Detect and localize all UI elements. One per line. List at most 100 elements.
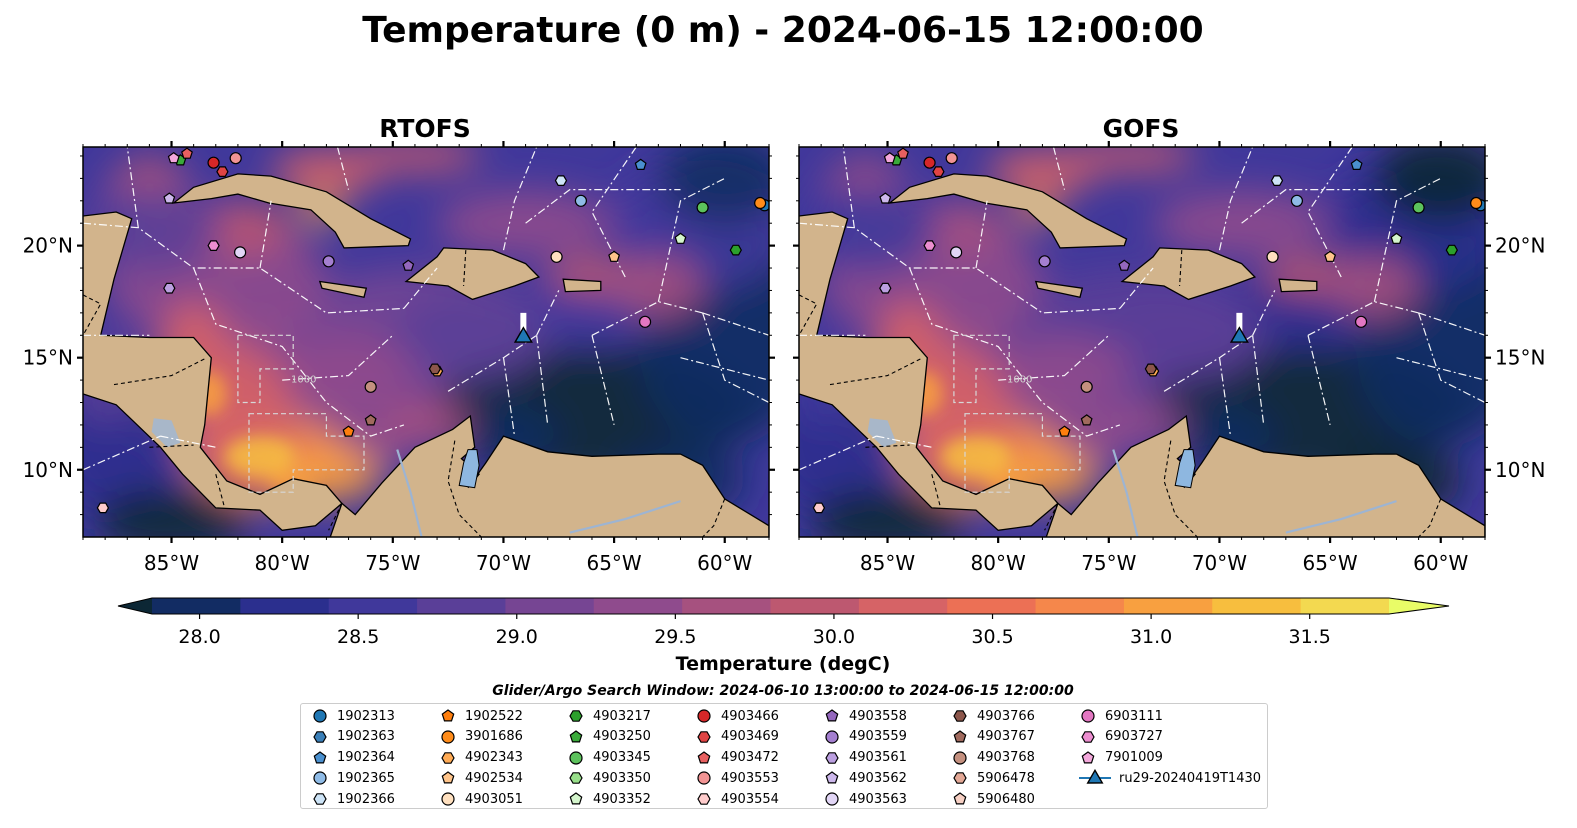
legend-label: 4903767 [977, 729, 1035, 745]
legend-item: 4903472 [695, 748, 779, 768]
legend-label: 1902313 [337, 708, 395, 724]
float-marker [342, 425, 355, 437]
legend-item: 7901009 [1079, 748, 1163, 768]
legend-marker-icon [697, 709, 711, 723]
y-tick-label: 15°N [23, 346, 73, 370]
colorbar-tick-label: 29.0 [496, 626, 538, 648]
gofs-panel-title: GOFS [1103, 114, 1180, 143]
legend-symbol [569, 750, 583, 765]
float-marker [608, 250, 621, 262]
colorbar-bin [682, 598, 772, 614]
legend-item: 4903563 [823, 789, 907, 809]
legend-triangle [1086, 769, 1104, 785]
float-marker [574, 194, 588, 207]
legend-label: 4903345 [593, 750, 651, 766]
land [799, 173, 1485, 537]
legend-marker-icon [313, 771, 327, 785]
colorbar-bin [947, 598, 1037, 614]
lake [458, 449, 480, 489]
legend-item: 4903561 [823, 748, 907, 768]
cuba [171, 173, 412, 249]
legend-label: 4903350 [593, 770, 651, 786]
legend-symbol [569, 730, 583, 743]
colorbar-bin [593, 598, 683, 614]
legend-item: 4903767 [951, 727, 1035, 747]
legend-symbol [825, 709, 839, 722]
legend-marker-icon [313, 793, 327, 805]
legend-label: 1902363 [337, 729, 395, 745]
legend-item: 1902363 [311, 727, 395, 747]
legend-item: 4903469 [695, 727, 779, 747]
contour-label: 1000 [1007, 374, 1032, 385]
x-tick-label: 75°W [365, 551, 420, 575]
float-marker [167, 151, 180, 164]
colorbar-tick-label: 31.5 [1289, 626, 1331, 648]
legend-symbol [569, 710, 583, 722]
jamaica [1034, 280, 1084, 298]
float-marker [1080, 380, 1093, 393]
legend-item: 6903727 [1079, 727, 1163, 747]
rtofs-map-panel: 1000 85°W 80°W 75°W 70°W 65°W 60°W 20°N 15°N 10°N [23, 141, 775, 575]
x-tick-label: 80°W [255, 551, 310, 575]
float-marker [402, 259, 415, 271]
legend-marker-icon [825, 792, 839, 806]
legend-item: 1902522 [439, 706, 523, 726]
legend-symbol [313, 709, 327, 723]
float-marker [638, 315, 652, 328]
x-tick-label: 65°W [1302, 551, 1357, 575]
legend-marker-icon [569, 750, 583, 765]
float-marker [945, 152, 958, 165]
colorbar-tick-label: 30.5 [971, 626, 1013, 648]
float-marker [1058, 425, 1071, 437]
legend-item: 6903111 [1079, 706, 1163, 726]
legend-marker-icon [825, 771, 839, 784]
puerto-rico [562, 278, 602, 293]
float-marker [1144, 363, 1158, 375]
float-marker [1080, 414, 1093, 426]
legend-marker-icon [1081, 750, 1095, 764]
legend-marker-icon [441, 709, 455, 722]
legend-label: 3901686 [465, 729, 523, 745]
y-tick-label: 20°N [23, 234, 73, 258]
y-tick-label: 20°N [1495, 234, 1545, 258]
legend-symbol [313, 730, 327, 743]
float-marker [554, 175, 568, 186]
x-tick-label: 80°W [971, 551, 1026, 575]
x-tick-label: 75°W [1081, 551, 1136, 575]
float-marker [229, 152, 242, 165]
legend-marker-icon [569, 772, 583, 785]
legend-item: 4903553 [695, 768, 779, 788]
legend-label: 5906478 [977, 770, 1035, 786]
legend-marker-icon [1079, 769, 1111, 785]
float-marker [163, 192, 176, 204]
hispaniola [1120, 247, 1257, 301]
legend-symbol [953, 710, 967, 722]
float-marker [1470, 196, 1483, 210]
float-marker [364, 414, 377, 426]
float-marker [812, 502, 826, 514]
legend-marker-icon [569, 792, 583, 805]
colorbar-tick-label: 31.0 [1130, 626, 1172, 648]
float-marker [883, 151, 896, 164]
legend-label: 4903472 [721, 750, 779, 766]
legend-label: 4903766 [977, 708, 1035, 724]
colorbar: 28.0 28.5 29.0 29.5 30.0 30.5 31.0 31.5 [117, 597, 1450, 648]
legend-marker-icon [953, 772, 967, 785]
y-tick-label: 15°N [1495, 346, 1545, 370]
eez-boundaries [83, 147, 769, 471]
legend-item: 4902534 [439, 768, 523, 788]
float-marker [207, 240, 220, 251]
south-america [1045, 414, 1485, 537]
gofs-map-panel: 1000 85°W 80°W 75°W 70°W 65°W 60°W 20°N 15°N 10°N [793, 141, 1545, 575]
legend-symbol [569, 792, 583, 805]
legend-item: 3901686 [439, 727, 523, 747]
colorbar-bin [417, 598, 507, 614]
legend-marker-icon [1081, 709, 1095, 723]
legend-symbol [697, 730, 711, 743]
float-marker [897, 147, 909, 159]
legend-label: ru29-20240419T1430 [1119, 770, 1262, 786]
colorbar-bin [328, 598, 418, 614]
legend-symbol [441, 730, 455, 744]
legend-label: 4903558 [849, 708, 907, 724]
legend-marker-icon [569, 730, 583, 743]
